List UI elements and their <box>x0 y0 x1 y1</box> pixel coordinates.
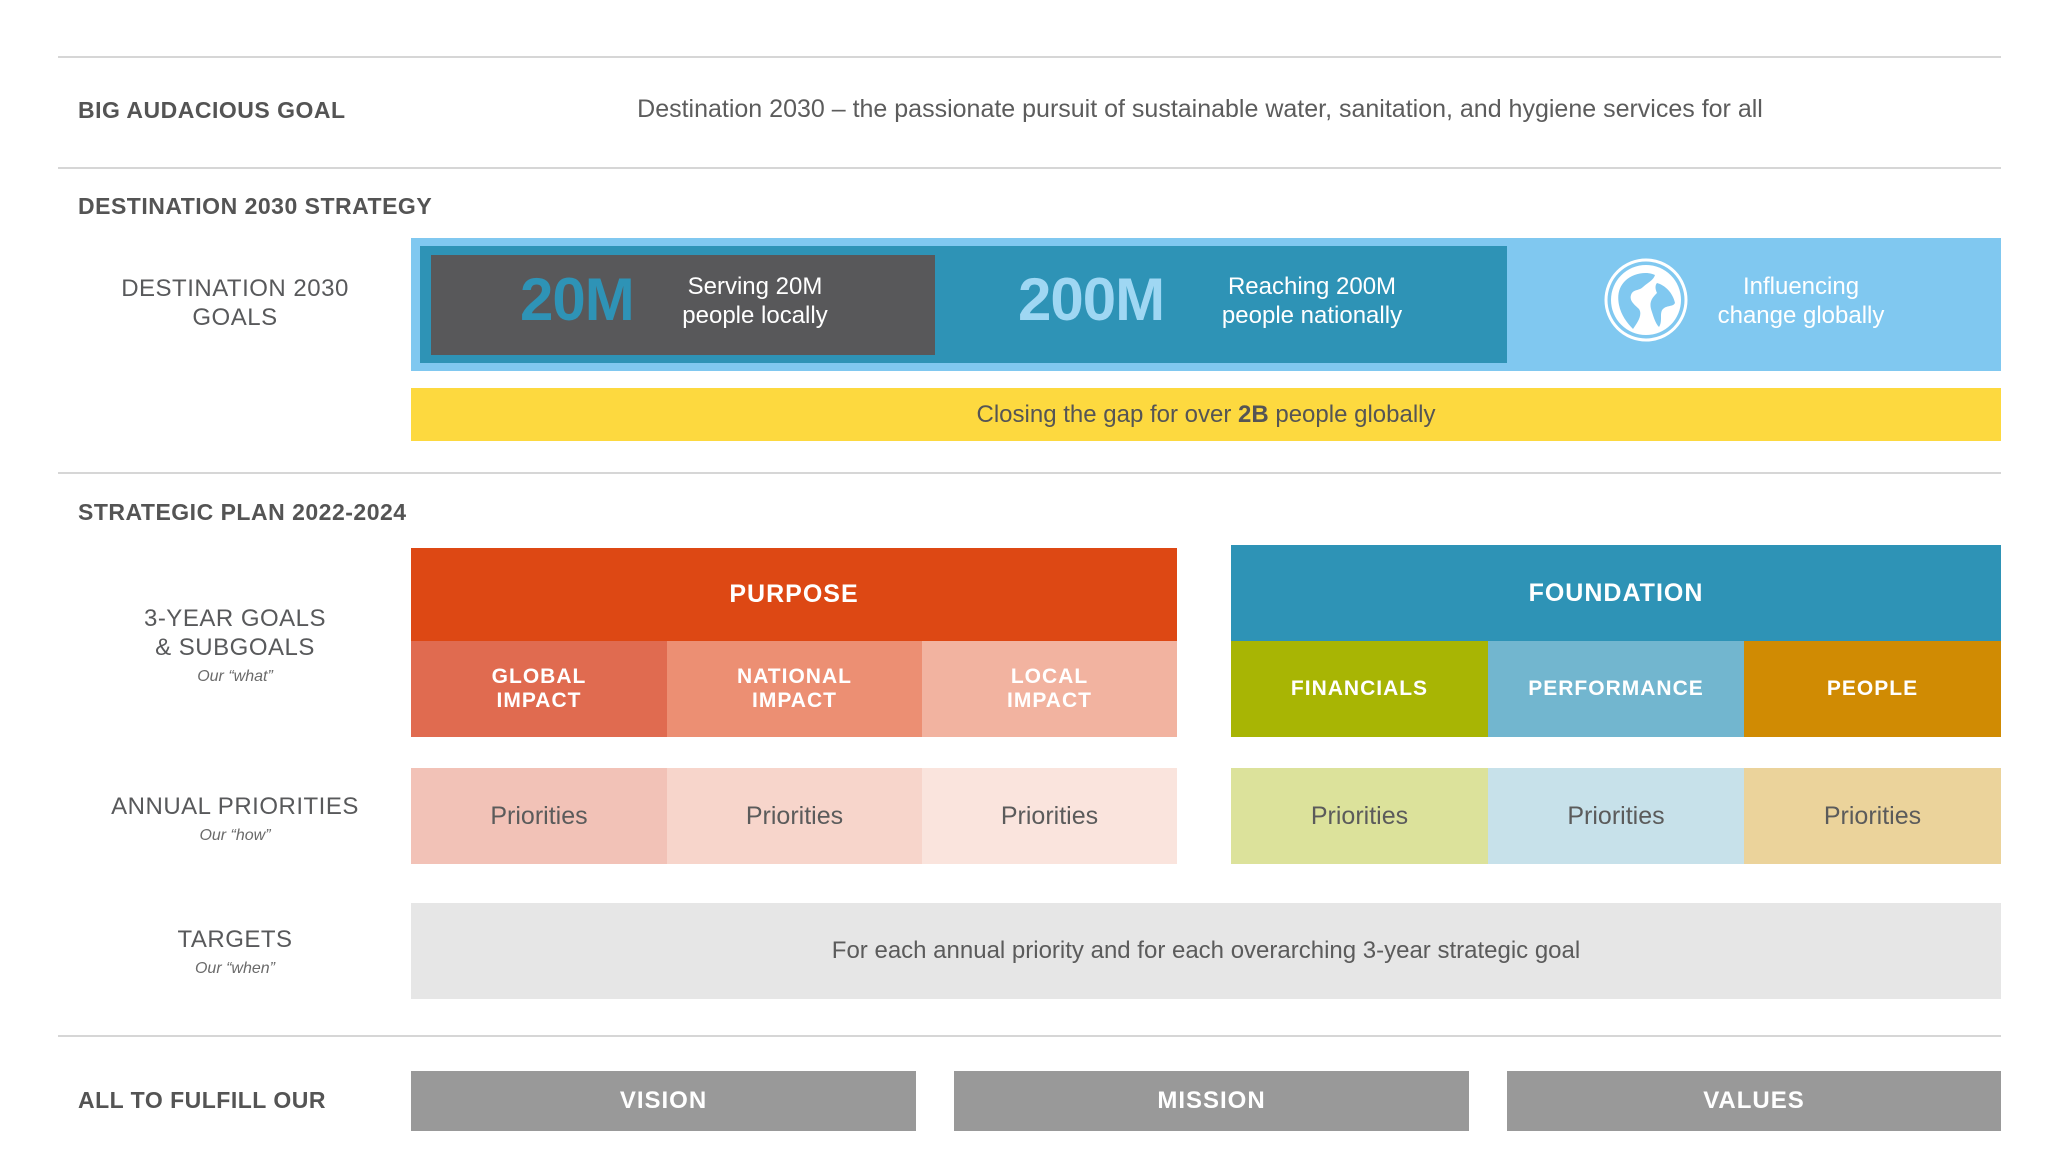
big-audacious-goal-label: BIG AUDACIOUS GOAL <box>78 97 346 123</box>
performance-priorities: Priorities <box>1488 768 1744 864</box>
gap-banner-bold: 2B <box>1238 400 1269 428</box>
vision-box: VISION <box>411 1071 916 1131</box>
three-year-goals-sub: Our “what” <box>197 668 273 685</box>
people-subgoal: PEOPLE <box>1744 641 2001 737</box>
big-audacious-goal-text: Destination 2030 – the passionate pursui… <box>637 95 1763 123</box>
gap-banner-pre: Closing the gap for over <box>976 400 1238 428</box>
targets-label: TARGETS Our “when” <box>92 925 378 978</box>
divider-plan <box>58 472 2001 474</box>
three-year-goals-label: 3-YEAR GOALS & SUBGOALS Our “what” <box>92 604 378 686</box>
destination-goals-label-line2: GOALS <box>192 304 278 331</box>
global-goal-text: Influencing change globally <box>1696 272 1906 330</box>
gap-banner: Closing the gap for over 2B people globa… <box>411 388 2001 441</box>
divider-top <box>58 56 2001 58</box>
national-goal-number: 200M <box>1018 266 1165 333</box>
financials-priorities: Priorities <box>1231 768 1488 864</box>
targets-box: For each annual priority and for each ov… <box>411 903 2001 999</box>
national-impact-priorities: Priorities <box>667 768 922 864</box>
local-impact-subgoal: LOCAL IMPACT <box>922 641 1177 737</box>
divider-strategy <box>58 167 2001 169</box>
financials-subgoal: FINANCIALS <box>1231 641 1488 737</box>
national-goal-text: Reaching 200M people nationally <box>1198 272 1426 330</box>
national-impact-line2: IMPACT <box>752 689 837 712</box>
gap-banner-text: Closing the gap for over 2B people globa… <box>977 401 1436 429</box>
gap-banner-post: people globally <box>1268 400 1436 428</box>
local-goal-box <box>431 255 935 355</box>
local-goal-text-line1: Serving 20M <box>687 273 823 300</box>
performance-subgoal: PERFORMANCE <box>1488 641 1744 737</box>
strategy-section-label: DESTINATION 2030 STRATEGY <box>78 193 433 219</box>
local-goal-text: Serving 20M people locally <box>660 272 850 330</box>
local-goal-text-line2: people locally <box>682 302 828 329</box>
annual-priorities-label: ANNUAL PRIORITIES Our “how” <box>92 792 378 845</box>
national-impact-subgoal: NATIONAL IMPACT <box>667 641 922 737</box>
fulfill-label: ALL TO FULFILL OUR <box>78 1087 326 1113</box>
global-impact-priorities: Priorities <box>411 768 667 864</box>
global-impact-line1: GLOBAL <box>491 665 587 688</box>
foundation-header: FOUNDATION <box>1231 545 2001 641</box>
globe-icon <box>1603 257 1689 343</box>
global-goal-text-line1: Influencing <box>1742 273 1860 300</box>
national-goal-text-line1: Reaching 200M <box>1227 273 1397 300</box>
global-goal-text-line2: change globally <box>1717 302 1885 329</box>
mission-box: MISSION <box>954 1071 1469 1131</box>
three-year-goals-line1: 3-YEAR GOALS <box>143 605 327 632</box>
purpose-header: PURPOSE <box>411 548 1177 641</box>
local-goal-number: 20M <box>520 266 635 333</box>
local-impact-line2: IMPACT <box>1007 689 1092 712</box>
annual-priorities-line: ANNUAL PRIORITIES <box>111 793 359 820</box>
strategic-plan-label: STRATEGIC PLAN 2022-2024 <box>78 499 407 525</box>
global-impact-subgoal: GLOBAL IMPACT <box>411 641 667 737</box>
global-impact-line2: IMPACT <box>496 689 582 712</box>
three-year-goals-line2: & SUBGOALS <box>155 634 315 661</box>
local-impact-priorities: Priorities <box>922 768 1177 864</box>
national-goal-text-line2: people nationally <box>1221 302 1403 329</box>
annual-priorities-sub: Our “how” <box>199 827 271 844</box>
targets-line: TARGETS <box>177 926 293 953</box>
targets-sub: Our “when” <box>194 960 276 977</box>
divider-fulfill <box>58 1035 2001 1037</box>
national-impact-line1: NATIONAL <box>737 665 852 688</box>
local-impact-line1: LOCAL <box>1010 665 1089 688</box>
destination-goals-label-line1: DESTINATION 2030 <box>121 275 349 302</box>
values-box: VALUES <box>1507 1071 2001 1131</box>
destination-goals-label: DESTINATION 2030 GOALS <box>92 274 378 332</box>
people-priorities: Priorities <box>1744 768 2001 864</box>
